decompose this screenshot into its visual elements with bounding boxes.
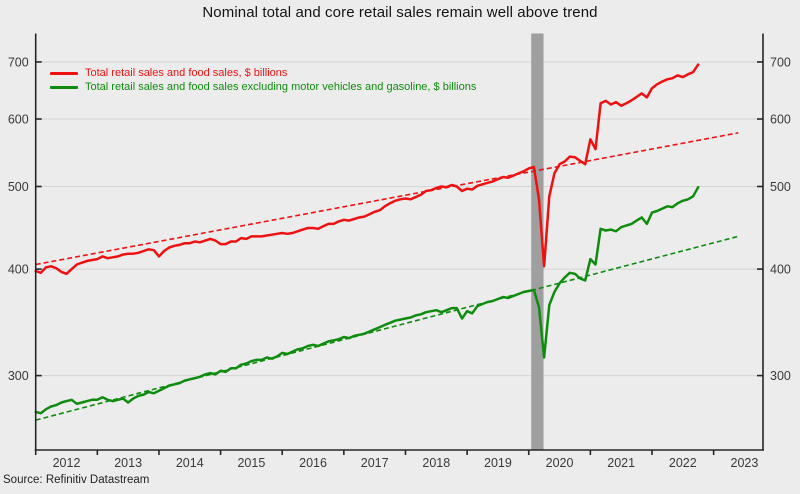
trend-line-core [35,235,739,421]
y-tick-label-left-300: 300 [8,369,29,383]
y-tick-label-left-500: 500 [8,180,29,194]
trend-line-total [35,132,739,266]
y-tick-label-right-600: 600 [770,113,791,127]
y-tick-label-left-700: 700 [8,55,29,69]
legend-label-core: Total retail sales and food sales exclud… [85,81,477,93]
legend-item-core: Total retail sales and food sales exclud… [50,80,476,94]
total-series-swatch [50,71,78,75]
y-tick-label-right-500: 500 [770,180,791,194]
y-tick-label-right-300: 300 [770,369,791,383]
source-note: Source: Refinitiv Datastream [3,474,150,486]
x-tick-label-2019: 2019 [484,456,512,470]
series-line-total [34,63,700,276]
series-line-core [34,185,700,415]
x-tick-label-2017: 2017 [361,456,389,470]
x-tick-label-2014: 2014 [176,456,204,470]
y-tick-label-left-400: 400 [8,263,29,277]
x-tick-label-2020: 2020 [546,456,574,470]
y-tick-label-right-700: 700 [770,55,791,69]
x-tick-label-2012: 2012 [53,456,81,470]
legend-item-total: Total retail sales and food sales, $ bil… [50,66,476,80]
legend-label-total: Total retail sales and food sales, $ bil… [85,67,288,79]
x-tick-label-2023: 2023 [731,456,759,470]
x-tick-label-2022: 2022 [669,456,697,470]
y-tick-label-right-400: 400 [770,263,791,277]
x-tick-label-2016: 2016 [299,456,327,470]
legend: Total retail sales and food sales, $ bil… [50,66,476,94]
chart-title: Nominal total and core retail sales rema… [202,4,598,21]
y-tick-label-left-600: 600 [8,113,29,127]
x-tick-label-2018: 2018 [422,456,450,470]
x-tick-label-2021: 2021 [607,456,635,470]
x-tick-label-2013: 2013 [114,456,142,470]
recession-band [531,33,544,450]
x-tick-label-2015: 2015 [237,456,265,470]
core-series-swatch [50,85,78,89]
